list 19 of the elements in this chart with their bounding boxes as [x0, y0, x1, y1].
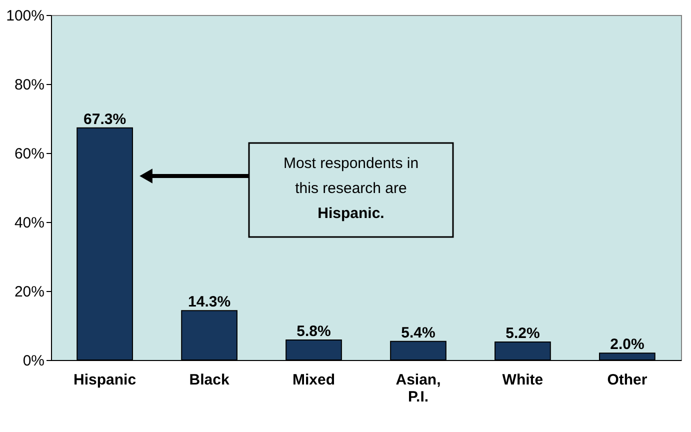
y-tick-label: 20% — [14, 284, 44, 300]
data-label: 5.8% — [296, 322, 331, 340]
x-tick-label: Hispanic — [74, 372, 136, 388]
data-label: 67.3% — [84, 110, 126, 128]
y-tick-label: 40% — [14, 214, 44, 232]
data-label: 2.0% — [610, 336, 644, 354]
y-tick-label: 80% — [14, 76, 44, 94]
annotation: Most respondents in this research are Hispanic. — [283, 155, 419, 222]
data-label: 5.2% — [506, 325, 540, 342]
y-tick-label: 100% — [6, 8, 44, 24]
y-tick-label: 0% — [22, 352, 44, 370]
x-tick-label: Mixed — [292, 372, 336, 388]
data-label: 5.4% — [401, 324, 436, 342]
x-tick-label: Asian, P.I. — [396, 372, 441, 406]
y-tick-label: 60% — [14, 146, 44, 162]
data-label: 14.3% — [188, 294, 231, 311]
x-tick-label: White — [502, 372, 544, 388]
x-tick-label: Black — [189, 372, 230, 388]
x-tick-label: Other — [607, 372, 648, 388]
